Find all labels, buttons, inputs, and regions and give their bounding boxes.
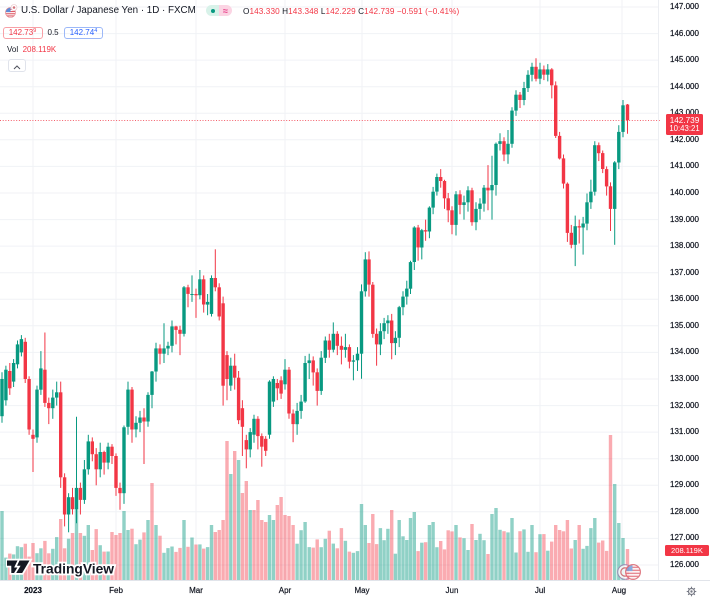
svg-text:TradingView: TradingView xyxy=(33,562,114,577)
